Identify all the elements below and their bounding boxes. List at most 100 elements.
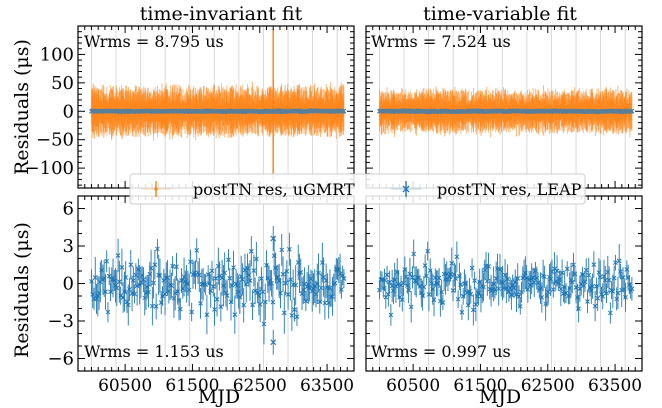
leap-marker-bottom-left [318, 285, 324, 291]
leap-marker-bottom-left [262, 299, 268, 305]
leap-marker-bottom-left [316, 270, 321, 276]
leap-marker-bottom-left [204, 312, 210, 318]
leap-marker-bottom-left [284, 268, 290, 274]
leap-marker-bottom-left [151, 280, 156, 286]
leap-marker-bottom-left [155, 246, 160, 252]
leap-marker-bottom-left [241, 302, 247, 308]
leap-outlier-marker-bottom-left [270, 235, 277, 242]
leap-marker-bottom-left [149, 303, 155, 309]
leap-marker-bottom-left [188, 259, 193, 265]
leap-marker-bottom-left [227, 275, 233, 281]
leap-marker-bottom-left [146, 289, 151, 295]
leap-marker-bottom-right [620, 275, 626, 280]
leap-marker-bottom-left [226, 257, 231, 263]
y-tick-label-top-left: 100 [40, 44, 74, 65]
leap-marker-bottom-right [496, 286, 502, 292]
leap-marker-bottom-left [298, 269, 304, 275]
leap-marker-bottom-left [321, 274, 326, 280]
leap-marker-bottom-left [278, 290, 283, 296]
leap-marker-bottom-left [214, 296, 220, 302]
leap-marker-bottom-left [279, 247, 285, 253]
leap-marker-bottom-left [292, 307, 297, 312]
leap-marker-bottom-left [92, 275, 98, 280]
leap-marker-bottom-right [450, 288, 456, 293]
leap-marker-bottom-left [330, 294, 335, 299]
leap-marker-bottom-right [436, 275, 442, 281]
leap-marker-bottom-left [170, 263, 176, 269]
tick-labels-layer: −100 −50 0 50 100 −6 −3 0 3 6 60500 61500 62500 63500… [25, 44, 643, 396]
leap-marker-bottom-right [613, 260, 618, 266]
leap-marker-bottom-right [616, 258, 622, 264]
leap-marker-bottom-right [410, 275, 415, 280]
leap-marker-bottom-left [213, 275, 219, 281]
leap-marker-bottom-right [481, 284, 486, 290]
leap-marker-bottom-left [260, 289, 266, 295]
leap-marker-bottom-right [515, 276, 521, 281]
leap-marker-bottom-right [516, 294, 522, 299]
leap-marker-bottom-right [554, 268, 560, 274]
leap-marker-bottom-right [439, 289, 444, 295]
leap-marker-bottom-right [564, 266, 570, 272]
leap-marker-bottom-left [341, 276, 347, 281]
leap-marker-bottom-left [250, 302, 255, 308]
leap-marker-bottom-left [127, 286, 132, 292]
x-tick-label-bottom-right: 60500 [386, 376, 440, 396]
leap-marker-bottom-right [425, 248, 431, 254]
x-tick-label-bottom-left: 62500 [233, 376, 287, 396]
y-tick-label-top-left: 0 [63, 101, 74, 122]
leap-marker-bottom-left [198, 300, 203, 306]
leap-marker-bottom-left [322, 300, 328, 306]
leap-marker-bottom-left [240, 277, 245, 282]
x-tick-label-bottom-right: 62500 [521, 376, 575, 396]
leap-marker-bottom-right [585, 299, 590, 304]
leap-marker-bottom-left [257, 301, 263, 307]
leap-marker-bottom-right [583, 267, 589, 273]
leap-marker-bottom-right [455, 296, 461, 302]
leap-marker-bottom-left [130, 278, 136, 283]
leap-marker-bottom-left [208, 288, 214, 294]
leap-marker-bottom-right [519, 289, 524, 295]
leap-marker-bottom-left [293, 282, 299, 288]
leap-marker-bottom-left [132, 291, 137, 297]
leap-marker-bottom-right [458, 282, 464, 287]
leap-marker-bottom-left [103, 289, 108, 295]
leap-marker-bottom-right [558, 286, 564, 292]
leap-marker-bottom-right [615, 290, 621, 296]
x-axis-label-right: MJD [479, 386, 521, 408]
leap-marker-bottom-left [224, 293, 230, 298]
leap-marker-bottom-left [281, 310, 287, 316]
leap-marker-bottom-right [600, 293, 606, 299]
leap-marker-bottom-right [469, 265, 475, 271]
leap-marker-bottom-left [261, 321, 267, 327]
leap-marker-bottom-right [388, 312, 394, 318]
leap-marker-bottom-right [387, 279, 392, 285]
leap-marker-bottom-left [280, 271, 286, 277]
leap-marker-bottom-left [106, 273, 112, 279]
legend-marker-ugmrt [141, 181, 171, 197]
data-layer [89, 28, 635, 355]
y-axis-label-top: Residuals (μs) [11, 39, 33, 175]
leap-marker-bottom-right [407, 271, 413, 277]
leap-marker-bottom-left [196, 272, 202, 278]
leap-marker-bottom-left [222, 270, 228, 276]
leap-marker-bottom-right [424, 273, 429, 279]
leap-marker-bottom-left [270, 299, 276, 305]
leap-marker-bottom-right [411, 251, 417, 257]
x-tick-label-bottom-left: 60500 [98, 376, 152, 396]
leap-marker-bottom-right [591, 262, 597, 268]
leap-marker-bottom-left [254, 256, 259, 262]
leap-marker-bottom-right [629, 286, 635, 292]
leap-marker-bottom-left [212, 307, 217, 312]
leap-marker-bottom-left [125, 302, 131, 308]
leap-marker-bottom-left [114, 285, 120, 291]
leap-marker-bottom-right [486, 264, 491, 269]
leap-marker-bottom-right [421, 284, 427, 290]
leap-marker-bottom-right [586, 272, 592, 278]
leap-marker-bottom-left [229, 282, 235, 288]
leap-marker-bottom-left [251, 268, 257, 273]
leap-marker-bottom-left [153, 304, 159, 309]
leap-marker-bottom-right [470, 307, 476, 313]
y-tick-label-bottom-left: 0 [63, 274, 74, 295]
leap-marker-top-right [629, 108, 635, 114]
